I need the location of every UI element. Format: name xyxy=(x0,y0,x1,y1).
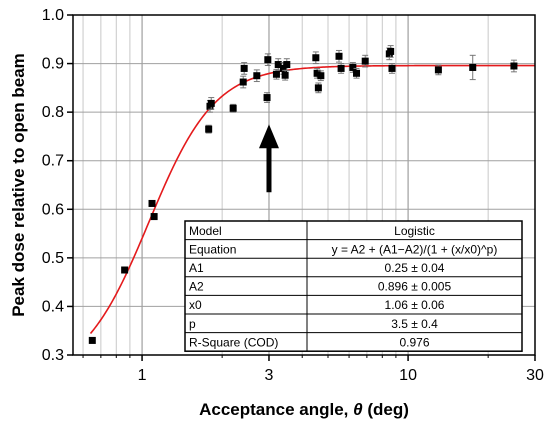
data-marker xyxy=(274,61,282,69)
data-marker xyxy=(388,64,396,72)
x-axis-title: Acceptance angle, θ (deg) xyxy=(199,400,409,419)
y-tick-label: 0.8 xyxy=(42,104,64,121)
data-point xyxy=(337,63,345,74)
fit-curve xyxy=(89,64,535,334)
data-marker xyxy=(312,54,320,62)
table-cell-value: 0.896 ± 0.005 xyxy=(378,280,452,294)
table-cell-label: Model xyxy=(189,224,222,238)
data-marker xyxy=(272,70,280,78)
data-point xyxy=(434,64,442,76)
data-point xyxy=(281,69,289,81)
data-point xyxy=(240,62,248,75)
data-marker xyxy=(253,72,261,80)
data-point xyxy=(205,124,213,134)
x-tick-label: 1 xyxy=(138,367,147,384)
data-point xyxy=(148,199,156,207)
data-marker xyxy=(88,336,96,344)
data-marker xyxy=(283,61,291,69)
table-cell-label: A1 xyxy=(189,261,204,275)
x-axis-title-symbol: θ xyxy=(353,400,363,419)
table-cell-value: 1.06 ± 0.06 xyxy=(385,298,445,312)
data-marker xyxy=(337,64,345,72)
data-point xyxy=(361,54,369,68)
y-tick-label: 0.7 xyxy=(42,153,64,170)
data-point xyxy=(207,97,215,110)
data-point xyxy=(121,266,129,274)
data-point xyxy=(317,70,325,82)
data-marker xyxy=(469,63,477,71)
data-point xyxy=(312,51,320,65)
x-tick-label: 10 xyxy=(399,367,417,384)
table-cell-label: p xyxy=(189,317,196,331)
table-cell-label: x0 xyxy=(189,298,202,312)
y-tick-label: 0.4 xyxy=(42,298,64,315)
data-marker xyxy=(229,104,237,112)
data-point xyxy=(283,58,291,71)
data-point xyxy=(253,69,261,83)
data-marker xyxy=(349,63,357,71)
data-marker xyxy=(434,66,442,74)
data-marker xyxy=(263,94,271,102)
data-marker xyxy=(239,78,247,86)
y-tick-label: 0.5 xyxy=(42,250,64,267)
data-marker xyxy=(317,72,325,80)
data-marker xyxy=(205,125,213,133)
data-point xyxy=(387,45,395,58)
x-axis-title-unit: (deg) xyxy=(363,400,409,419)
y-tick-label: 0.9 xyxy=(42,56,64,73)
x-axis-title-text: Acceptance angle, xyxy=(199,400,353,419)
data-point xyxy=(150,213,158,221)
data-marker xyxy=(335,52,343,60)
arrow-annotation xyxy=(258,124,279,193)
data-point xyxy=(239,75,247,89)
data-point xyxy=(314,82,322,94)
data-marker xyxy=(148,199,156,207)
data-marker xyxy=(264,56,272,64)
data-marker xyxy=(361,57,369,65)
data-marker xyxy=(510,62,518,70)
plot-frame xyxy=(72,14,536,356)
data-marker xyxy=(207,99,215,107)
data-point xyxy=(229,103,237,113)
data-point xyxy=(263,92,271,103)
table-cell-value: 3.5 ± 0.4 xyxy=(391,317,438,331)
data-marker xyxy=(121,266,129,274)
data-point xyxy=(264,53,272,67)
data-marker xyxy=(279,64,287,72)
data-marker xyxy=(313,69,321,77)
y-tick-label: 1.0 xyxy=(42,7,64,24)
data-marker xyxy=(150,213,158,221)
fit-parameter-table: Model Logistic Equation y = A2 + (A1−A2)/(1… xyxy=(184,220,523,352)
x-tick-label: 3 xyxy=(265,367,274,384)
y-tick-label: 0.6 xyxy=(42,201,64,218)
arrow-head xyxy=(258,124,279,149)
table-cell-value: Logistic xyxy=(394,224,435,238)
data-marker xyxy=(387,47,395,55)
data-points xyxy=(88,45,518,344)
table-cell-value: 0.25 ± 0.04 xyxy=(385,261,445,275)
data-point xyxy=(335,49,343,63)
table-cell-label: R-Square (COD) xyxy=(189,335,278,349)
data-marker xyxy=(314,84,322,92)
data-point xyxy=(469,54,477,81)
data-marker xyxy=(353,69,361,77)
data-point xyxy=(388,63,396,74)
y-tick-label: 0.3 xyxy=(42,347,64,364)
data-marker xyxy=(281,71,289,79)
fit-curve-group xyxy=(89,64,535,334)
table-cell-value: 0.976 xyxy=(399,335,429,349)
table-cell-label: Equation xyxy=(189,242,236,256)
x-tick-label: 30 xyxy=(526,367,544,384)
data-point xyxy=(88,336,96,344)
data-point xyxy=(510,59,518,73)
data-point xyxy=(353,67,361,79)
y-axis-title: Peak dose relative to open beam xyxy=(9,53,28,317)
table-frame xyxy=(184,220,523,352)
axis-ticks: 0.3 0.4 0.5 0.6 0.7 0.8 0.9 1.0 1 3 10 30 xyxy=(42,7,544,384)
table-cell-value: y = A2 + (A1−A2)/(1 + (x/x0)^p) xyxy=(332,242,498,256)
table-cell-label: A2 xyxy=(189,280,204,294)
data-marker xyxy=(240,64,248,72)
